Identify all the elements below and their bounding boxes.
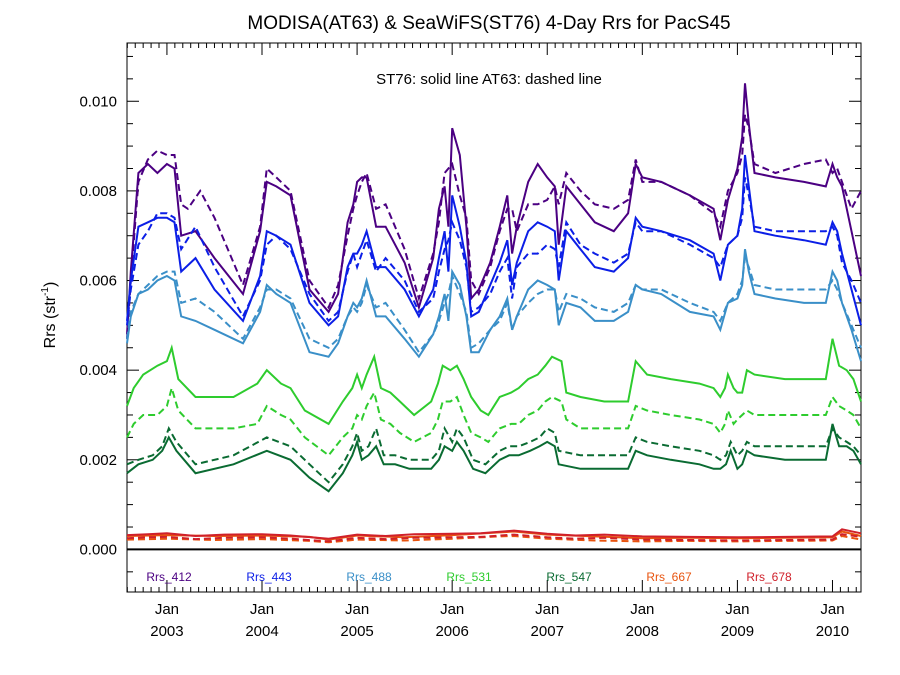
legend-entry: Rrs_667 <box>646 570 692 584</box>
legend-entry: Rrs_443 <box>246 570 292 584</box>
x-tick-month: Jan <box>155 601 179 618</box>
line-style-annotation: ST76: solid line AT63: dashed line <box>376 71 602 88</box>
x-tick-month: Jan <box>250 601 274 618</box>
y-tick-label: 0.006 <box>79 273 117 290</box>
x-tick-month: Jan <box>725 601 749 618</box>
x-tick-month: Jan <box>820 601 844 618</box>
series-rrs-531-dashed-line <box>126 384 862 457</box>
series-rrs-531-solid-line <box>126 338 862 426</box>
y-axis-label-main: Rrs (str <box>42 295 59 348</box>
y-axis-label-sup: -1 <box>40 287 51 296</box>
axis-ticks: 0.000 0.002 0.004 0.006 0.008 0.010 Jan 2003 Jan… <box>79 43 861 640</box>
y-tick-label: 0.004 <box>79 362 117 379</box>
x-tick-year: 2010 <box>816 623 849 640</box>
legend-entry: Rrs_531 <box>446 570 492 584</box>
x-tick-year: 2009 <box>721 623 754 640</box>
legend-entry: Rrs_488 <box>346 570 392 584</box>
x-tick-year: 2003 <box>150 623 183 640</box>
x-tick-year: 2005 <box>340 623 373 640</box>
x-tick-month: Jan <box>630 601 654 618</box>
x-tick-year: 2004 <box>245 623 278 640</box>
series-layer <box>126 83 862 544</box>
y-tick-label: 0.000 <box>79 541 117 558</box>
legend-entry: Rrs_547 <box>546 570 592 584</box>
y-axis-label-close: ) <box>42 282 59 287</box>
series-rrs-547-solid-line <box>126 423 862 493</box>
chart-title: MODISA(AT63) & SeaWiFS(ST76) 4-Day Rrs f… <box>247 13 730 34</box>
series-rrs-547-dashed-line <box>126 425 862 484</box>
y-axis-label: Rrs (str-1) <box>40 282 59 349</box>
series-rrs-488-dashed-line <box>126 254 862 354</box>
plot-area: 0.000 0.002 0.004 0.006 0.008 0.010 Jan 2003 Jan… <box>79 42 862 640</box>
legend: Rrs_412 Rrs_443 Rrs_488 Rrs_531 Rrs_547 Rrs_6… <box>146 570 792 584</box>
y-tick-label: 0.010 <box>79 93 117 110</box>
series-rrs-678-solid-line <box>126 528 862 540</box>
svg-text:Rrs (str-1): Rrs (str-1) <box>40 282 59 349</box>
plot-frame <box>126 42 862 593</box>
y-tick-label: 0.008 <box>79 183 117 200</box>
series-rrs-412-dashed-line <box>126 114 862 339</box>
legend-entry: Rrs_678 <box>746 570 792 584</box>
series-rrs-443-solid-line <box>126 154 862 327</box>
x-tick-year: 2007 <box>531 623 564 640</box>
x-tick-year: 2008 <box>626 623 659 640</box>
series-rrs-443-dashed-line <box>126 177 862 326</box>
x-tick-month: Jan <box>535 601 559 618</box>
x-tick-month: Jan <box>440 601 464 618</box>
series-rrs-678-dashed-line <box>126 533 862 543</box>
series-rrs-412-solid-line <box>126 83 862 335</box>
x-tick-year: 2006 <box>435 623 468 640</box>
y-tick-label: 0.002 <box>79 452 117 469</box>
series-rrs-488-solid-line <box>126 249 862 362</box>
legend-entry: Rrs_412 <box>146 570 192 584</box>
x-tick-month: Jan <box>345 601 369 618</box>
